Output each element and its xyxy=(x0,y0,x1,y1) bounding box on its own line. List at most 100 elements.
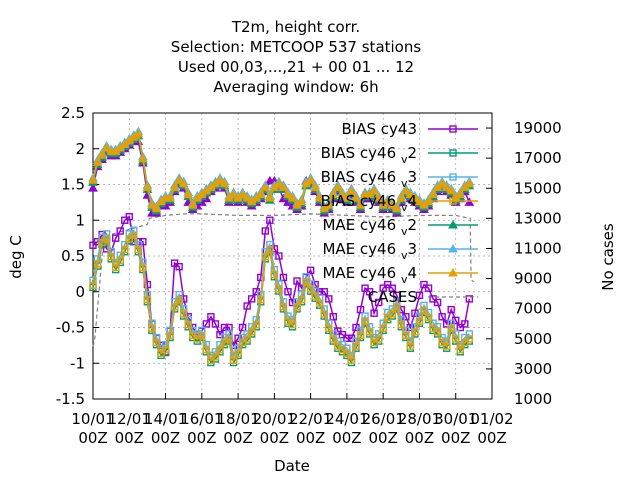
legend-label-tail: 3 xyxy=(407,168,417,186)
data-point xyxy=(238,323,247,332)
data-point xyxy=(116,227,124,235)
data-point xyxy=(433,328,442,336)
plot-series xyxy=(88,126,475,367)
data-point xyxy=(374,298,383,307)
x-tick-label-day: 20/01 xyxy=(253,410,296,428)
y2-tick-label: 13000 xyxy=(514,209,562,227)
data-point xyxy=(461,320,469,328)
data-point xyxy=(184,315,192,324)
data-point xyxy=(257,295,265,304)
data-point xyxy=(332,182,343,191)
y-tick-label: -0.5 xyxy=(56,319,85,337)
data-point xyxy=(351,193,361,202)
data-point xyxy=(337,189,348,199)
title-line-2: Selection: METCOOP 537 stations xyxy=(171,38,422,56)
x-tick-label-hour: 00Z xyxy=(151,429,180,447)
data-point xyxy=(187,200,198,209)
data-point xyxy=(352,337,360,345)
x-axis-label: Date xyxy=(274,457,310,475)
data-point xyxy=(111,234,120,242)
data-point xyxy=(402,326,410,335)
data-point xyxy=(102,230,111,238)
data-point xyxy=(387,200,398,209)
series-mae-cy46-v4 xyxy=(88,128,475,213)
data-point xyxy=(465,335,474,343)
data-point xyxy=(237,189,248,199)
legend-swatch-marker xyxy=(448,243,458,253)
legend-label-main: BIAS cy46 xyxy=(321,192,396,210)
data-point xyxy=(405,189,416,199)
x-tick-label-hour: 00Z xyxy=(368,429,397,447)
data-point xyxy=(437,178,447,188)
data-point xyxy=(365,328,374,336)
data-point xyxy=(452,330,460,338)
data-point xyxy=(234,344,242,352)
data-point xyxy=(130,226,138,234)
y-tick-label: 2.5 xyxy=(61,104,85,122)
data-point xyxy=(382,196,393,206)
y2-axis-label: No cases xyxy=(599,223,617,291)
data-point xyxy=(379,324,387,332)
data-point xyxy=(361,317,369,325)
data-point xyxy=(391,203,402,213)
data-point xyxy=(169,182,180,191)
data-point xyxy=(228,189,239,199)
x-tick-label-hour: 00Z xyxy=(332,429,361,447)
series-bias-cy46-v4 xyxy=(89,231,474,365)
data-point xyxy=(264,193,275,202)
legend-item: CASES xyxy=(368,288,478,306)
data-point xyxy=(88,183,98,192)
data-point xyxy=(433,298,442,307)
legend-label: BIAS cy43 xyxy=(342,120,417,138)
data-point xyxy=(93,260,102,268)
legend-label-tail: 3 xyxy=(407,240,417,258)
x-tick-label-hour: 00Z xyxy=(296,429,325,447)
y2-tick-label: 5000 xyxy=(514,330,552,348)
data-point xyxy=(410,193,420,202)
data-point xyxy=(175,263,183,271)
legend-item: MAE cy46 v4 xyxy=(322,264,478,286)
data-point xyxy=(320,310,328,318)
data-point xyxy=(464,178,475,188)
data-point xyxy=(225,335,233,343)
legend-label: MAE cy46 v2 xyxy=(322,216,417,238)
title-line-3: Used 00,03,...,21 + 00 01 ... 12 xyxy=(178,58,414,76)
data-point xyxy=(116,256,124,264)
data-point xyxy=(446,185,457,195)
data-point xyxy=(433,323,442,331)
data-point xyxy=(465,295,474,303)
data-point xyxy=(388,284,396,292)
legend-label-sub: v xyxy=(401,249,408,262)
axes: 2.5 2 1.5 1 0.5 0 -0.5 -1 -1.5 19000 17000 15000 130… xyxy=(56,104,562,447)
data-point xyxy=(220,323,229,332)
data-point xyxy=(274,178,284,188)
x-tick-label-hour: 00Z xyxy=(405,429,434,447)
legend-label-tail: 4 xyxy=(407,264,417,282)
data-point xyxy=(216,345,224,354)
legend-label-sub: v xyxy=(401,201,408,214)
legend-label-main: MAE cy46 xyxy=(322,216,396,234)
x-tick-label-hour: 00Z xyxy=(78,429,107,447)
data-point xyxy=(116,251,124,259)
data-point xyxy=(121,240,129,249)
data-point xyxy=(211,320,220,328)
data-point xyxy=(400,185,411,195)
data-point xyxy=(306,266,315,274)
data-point xyxy=(270,270,279,279)
data-point xyxy=(279,303,288,311)
x-tick-label-day: 26/01 xyxy=(362,410,405,428)
legend-label-main: BIAS cy46 xyxy=(321,168,396,186)
data-point xyxy=(393,298,401,306)
y2-tick-label: 17000 xyxy=(514,149,562,167)
data-point xyxy=(346,185,357,195)
data-point xyxy=(447,319,455,327)
y-tick-label: 0.5 xyxy=(61,247,85,265)
legend-label: BIAS cy46 v3 xyxy=(321,168,417,190)
data-point xyxy=(310,182,321,191)
data-point xyxy=(111,263,120,272)
data-point xyxy=(302,278,310,286)
data-point xyxy=(325,295,333,303)
data-point xyxy=(133,128,144,138)
x-tick-label-day: 24/01 xyxy=(325,410,368,428)
